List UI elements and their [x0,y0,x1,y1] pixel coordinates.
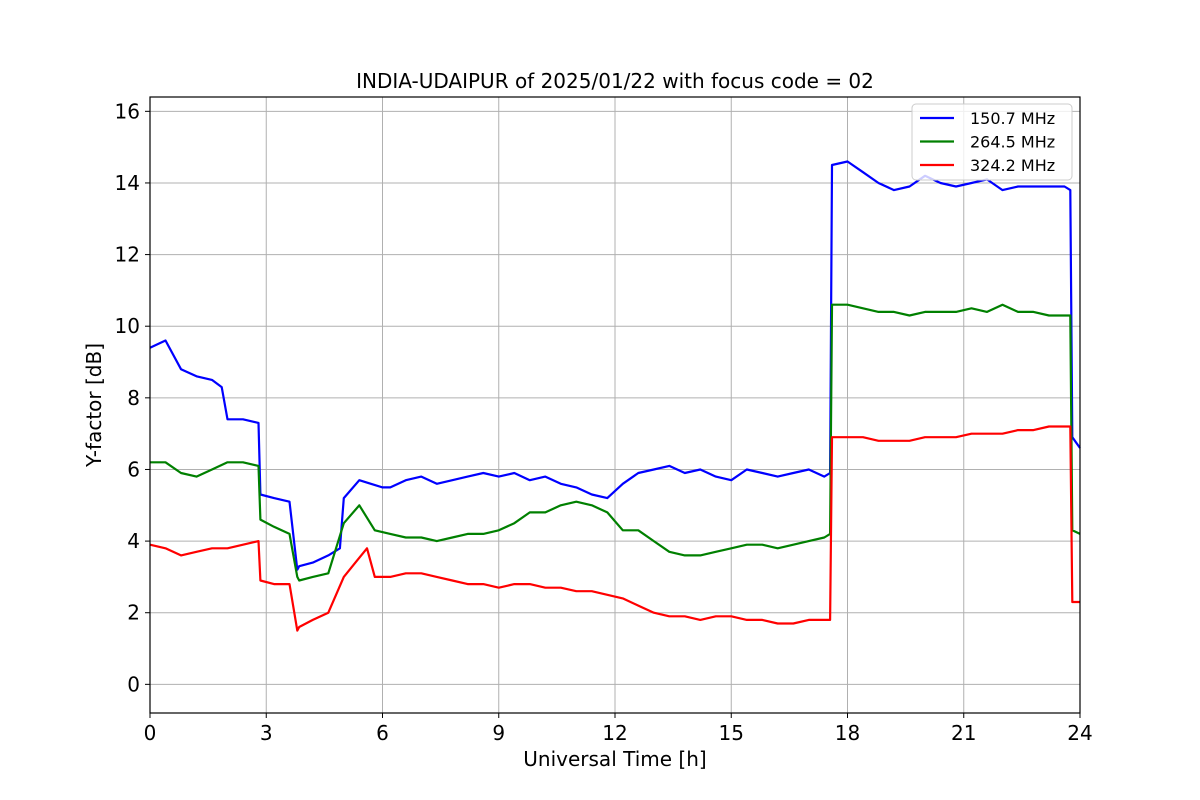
chart-title: INDIA-UDAIPUR of 2025/01/22 with focus c… [356,69,874,93]
legend-label: 150.7 MHz [970,109,1055,128]
y-tick-label: 10 [115,314,140,338]
series-line-3 [149,425,1080,632]
y-tick-label: 0 [127,672,140,696]
legend-box [911,103,1073,181]
x-tick-label: 6 [376,721,389,745]
y-axis-title: Y-factor [dB] [82,343,106,468]
x-tick-label: 24 [1067,721,1092,745]
y-tick-label: 2 [127,601,140,625]
x-tick-label: 9 [492,721,505,745]
y-tick-label: 12 [115,243,140,267]
y-tick-label: 14 [115,171,140,195]
y-tick-label: 8 [127,386,140,410]
legend: 150.7 MHz 264.5 MHz 324.2 MHz [911,103,1073,181]
x-tick-label: 0 [144,721,157,745]
x-tick-label: 15 [719,721,744,745]
x-axis-title: Universal Time [h] [523,747,706,771]
x-tick-label: 18 [835,721,860,745]
y-tick-label: 6 [127,457,140,481]
series-line-2 [150,303,1081,582]
x-tick-label: 3 [260,721,273,745]
x-tick-label: 21 [951,721,976,745]
y-tick-label: 4 [127,529,140,553]
legend-label: 324.2 MHz [970,156,1055,175]
legend-label: 264.5 MHz [970,133,1055,152]
y-tick-label: 16 [115,99,140,123]
x-tick-label: 12 [602,721,627,745]
y-axis-ticks: 0 2 4 6 8 10 12 14 16 [115,99,150,696]
x-axis-ticks: 0 3 6 9 12 15 18 21 24 [144,713,1093,745]
